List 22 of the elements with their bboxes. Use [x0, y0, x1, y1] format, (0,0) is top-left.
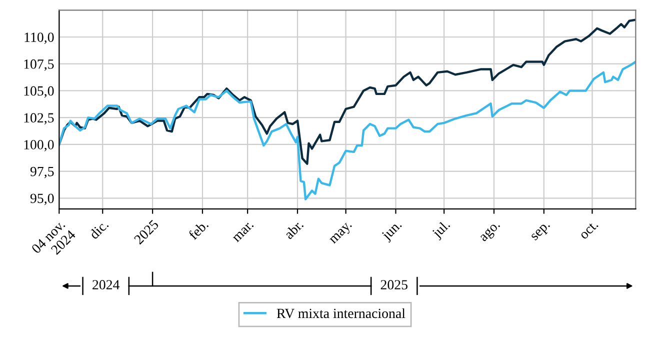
x-tick-label: may.	[329, 221, 354, 246]
y-tick-label: 95,0	[30, 194, 54, 206]
x-tick-label: feb.	[188, 219, 209, 240]
x-tick-label: jul.	[430, 219, 452, 241]
y-tick-label: 110,0	[24, 32, 54, 44]
text: 2025	[380, 280, 408, 290]
x-tick-label: jun.	[380, 220, 404, 243]
line-series	[59, 60, 636, 200]
y-tick-label: 107,5	[24, 59, 54, 71]
x-tick-label: dic.	[88, 219, 109, 240]
x-tick-label: mar.	[232, 221, 254, 243]
y-tick-label: 100,0	[24, 140, 54, 152]
x-tick-label: abr.	[283, 219, 304, 240]
y-tick-label: 102,5	[24, 113, 54, 125]
x-tick-label: oct.	[579, 220, 599, 240]
y-tick-label: 97,5	[30, 166, 54, 178]
line-series	[59, 18, 636, 165]
x-tick-label: ago.	[479, 221, 502, 244]
legend-label: RV mixta internacional	[276, 308, 406, 318]
x-tick-label: sep.	[530, 221, 552, 243]
y-tick-label: 105,0	[24, 86, 54, 98]
text: 2024	[92, 280, 120, 290]
